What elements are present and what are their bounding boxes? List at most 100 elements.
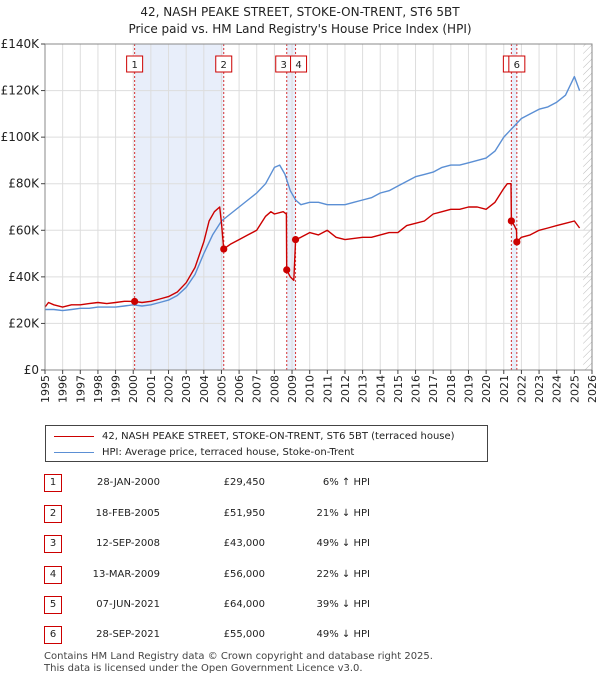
sale-number-badge: 5 [44,596,62,614]
sale-row-4: 4 13-MAR-2009 £56,000 22% ↓ HPI [0,565,600,585]
sale-number-badge: 3 [44,535,62,553]
y-tick-label: £80K [8,177,40,191]
hatched-region [583,44,592,370]
y-tick-label: £140K [1,37,41,51]
sale-date: 28-SEP-2021 [96,629,160,640]
footer-line-2: This data is licensed under the Open Gov… [44,663,363,674]
x-tick-label: 2003 [180,375,193,403]
x-tick-label: 2022 [515,375,528,403]
sale-price: £64,000 [223,599,265,610]
x-tick-label: 1997 [74,375,87,403]
sale-label-text: 1 [131,60,137,71]
x-tick-label: 2018 [445,375,458,403]
sale-hpi-diff: 21% ↓ HPI [316,508,370,519]
x-tick-label: 2024 [551,375,564,403]
sale-date: 07-JUN-2021 [96,599,160,610]
x-tick-label: 1995 [39,375,52,403]
x-tick-label: 2014 [374,375,387,403]
x-tick-label: 2019 [462,375,475,403]
y-tick-label: £100K [1,130,41,144]
plot-area [45,44,592,370]
sale-label-text: 4 [295,60,301,71]
sale-hpi-diff: 39% ↓ HPI [316,599,370,610]
footer-note: Contains HM Land Registry data © Crown c… [44,651,433,675]
x-tick-label: 2007 [251,375,264,403]
sale-label-box: 2 [215,55,233,73]
sale-date: 12-SEP-2008 [96,538,160,549]
shaded-span [286,44,296,370]
x-tick-label: 2008 [268,375,281,403]
x-tick-label: 1999 [110,375,123,403]
x-tick-label: 2001 [145,375,158,403]
sale-date: 18-FEB-2005 [95,508,160,519]
chart-title-line-2: Price paid vs. HM Land Registry's House … [128,22,472,36]
sale-label-text: 2 [221,60,227,71]
x-tick-label: 2005 [215,375,228,403]
x-tick-label: 2025 [568,375,581,403]
shaded-span [511,44,517,370]
legend-swatch-hpi [54,451,94,453]
sale-number-badge: 6 [44,626,62,644]
x-tick-label: 2021 [498,375,511,403]
sale-point [131,297,139,306]
y-tick-label: £20K [8,316,40,330]
sale-row-3: 3 12-SEP-2008 £43,000 49% ↓ HPI [0,534,600,554]
x-tick-label: 2004 [198,375,211,403]
y-tick-label: £120K [1,84,41,98]
x-tick-label: 2026 [586,375,599,403]
sale-label-box: 6 [508,55,526,73]
x-tick-label: 2013 [357,375,370,403]
x-tick-label: 2023 [533,375,546,403]
chart-title: 42, NASH PEAKE STREET, STOKE-ON-TRENT, S… [0,4,600,38]
chart-legend: 42, NASH PEAKE STREET, STOKE-ON-TRENT, S… [45,425,488,462]
sale-row-5: 5 07-JUN-2021 £64,000 39% ↓ HPI [0,595,600,615]
sale-label-text: 6 [514,60,520,71]
footer-line-1: Contains HM Land Registry data © Crown c… [44,651,433,662]
sale-label-box: 1 [126,55,144,73]
chart-title-line-1: 42, NASH PEAKE STREET, STOKE-ON-TRENT, S… [140,5,460,19]
x-tick-label: 2015 [392,375,405,403]
sale-price: £43,000 [223,538,265,549]
sale-row-1: 1 28-JAN-2000 £29,450 6% ↑ HPI [0,473,600,493]
x-tick-label: 2020 [480,375,493,403]
sale-price: £29,450 [223,477,265,488]
sale-point [220,245,228,253]
sale-point [507,217,515,225]
sale-label-rect [508,55,526,73]
sale-date: 13-MAR-2009 [92,569,160,580]
x-tick-label: 1998 [92,375,105,403]
hpi-line [45,75,581,312]
sale-label-box: 3 [275,55,293,73]
legend-swatch-property [54,435,94,437]
sale-point [291,236,300,244]
y-tick-label: £60K [8,223,40,237]
x-tick-label: 2017 [427,375,440,403]
sale-hpi-diff: 49% ↓ HPI [316,629,370,640]
sale-row-2: 2 18-FEB-2005 £51,950 21% ↓ HPI [0,504,600,524]
x-tick-label: 2016 [410,375,423,403]
x-tick-label: 2002 [163,375,176,403]
sale-price: £55,000 [223,629,265,640]
sale-row-6: 6 28-SEP-2021 £55,000 49% ↓ HPI [0,625,600,645]
legend-label-hpi: HPI: Average price, terraced house, Stok… [102,446,355,458]
sale-label-rect [126,55,144,73]
sale-price: £56,000 [223,569,265,580]
x-tick-label: 2011 [321,375,334,403]
sale-label-box: 4 [290,55,308,73]
sale-date: 28-JAN-2000 [96,477,160,488]
sale-hpi-diff: 49% ↓ HPI [316,538,370,549]
shaded-span [134,44,224,370]
sale-price: £51,950 [223,508,265,519]
y-tick-label: £40K [8,270,40,284]
sale-label-rect [290,55,308,73]
sale-label-text: 3 [281,60,287,71]
sale-point [283,266,291,274]
price-chart: 123456 £0£20K£40K£60K£80K£100K£120K£140K… [1,37,599,403]
sale-number-badge: 4 [44,566,62,584]
sale-number-badge: 2 [44,505,62,523]
sale-hpi-diff: 22% ↓ HPI [316,569,370,580]
x-tick-label: 2010 [304,375,317,403]
x-tick-label: 1996 [57,375,70,403]
x-tick-label: 2006 [233,375,246,403]
sale-label-rect [215,55,233,73]
